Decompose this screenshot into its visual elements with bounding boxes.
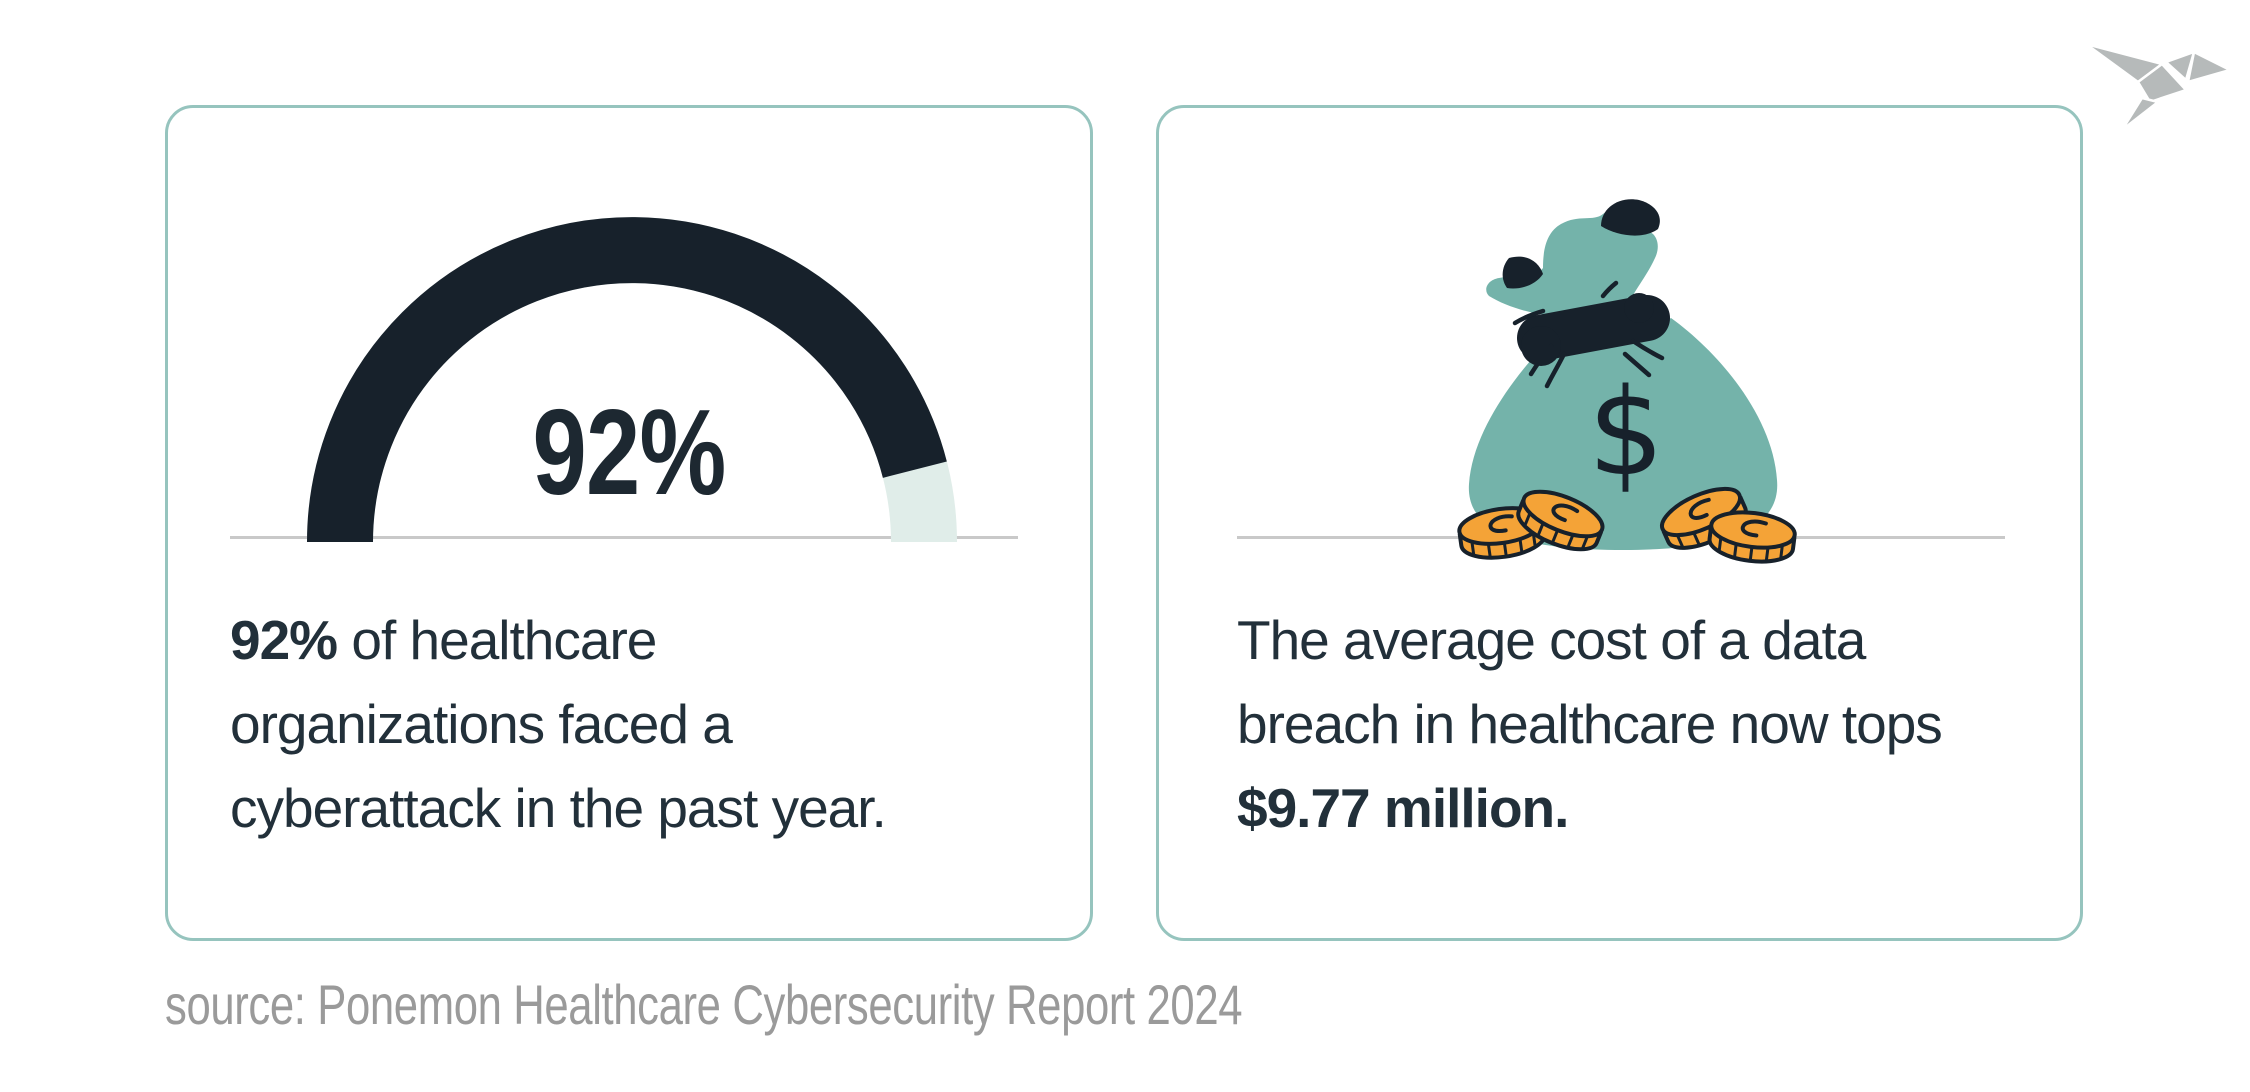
stat-line-2: organizations faced a (230, 693, 733, 755)
cost-line-2: breach in healthcare now tops (1237, 693, 1943, 755)
cost-line-1: The average cost of a data (1237, 609, 1866, 671)
bird-tail (2120, 96, 2160, 132)
dollar-sign: $ (1588, 364, 1664, 503)
money-bag-dark-flap-right (1601, 199, 1660, 236)
gauge-chart (307, 217, 957, 543)
cost-line-3-bold: $9.77 million. (1237, 777, 1569, 839)
coin-icon (1516, 489, 1605, 552)
money-bag-dark-flap-left (1502, 256, 1543, 289)
money-bag-knot (1517, 293, 1670, 366)
source-note: source: Ponemon Healthcare Cybersecurity… (165, 973, 1243, 1036)
bird-body (2136, 62, 2188, 104)
cyberattack-stat-text: 92% of healthcare organizations faced a … (230, 598, 1050, 850)
stat-percent-bold: 92% (230, 609, 338, 671)
baseline-divider (230, 536, 1018, 539)
money-bag-icon: $ (1457, 199, 1797, 564)
breach-cost-stat-text: The average cost of a data breach in hea… (1237, 598, 2057, 850)
origami-bird-logo (2084, 42, 2232, 132)
stat-line-1-rest: of healthcare (337, 609, 657, 671)
stat-line-1: 92% of healthcare (230, 598, 1050, 682)
coin-icon (1707, 510, 1797, 564)
stat-line-3: cyberattack in the past year. (230, 777, 887, 839)
gauge-value-label: 92% (532, 384, 727, 520)
money-bag-creases (1512, 280, 1665, 389)
gauge-value-arc (307, 217, 957, 543)
money-bag-top-fold (1486, 206, 1658, 316)
bird-beak (2186, 50, 2232, 84)
stat-card-breach-cost: $ (1156, 105, 2083, 941)
stat-card-cyberattack: 92% 92% of healthcare organizations face… (165, 105, 1093, 941)
